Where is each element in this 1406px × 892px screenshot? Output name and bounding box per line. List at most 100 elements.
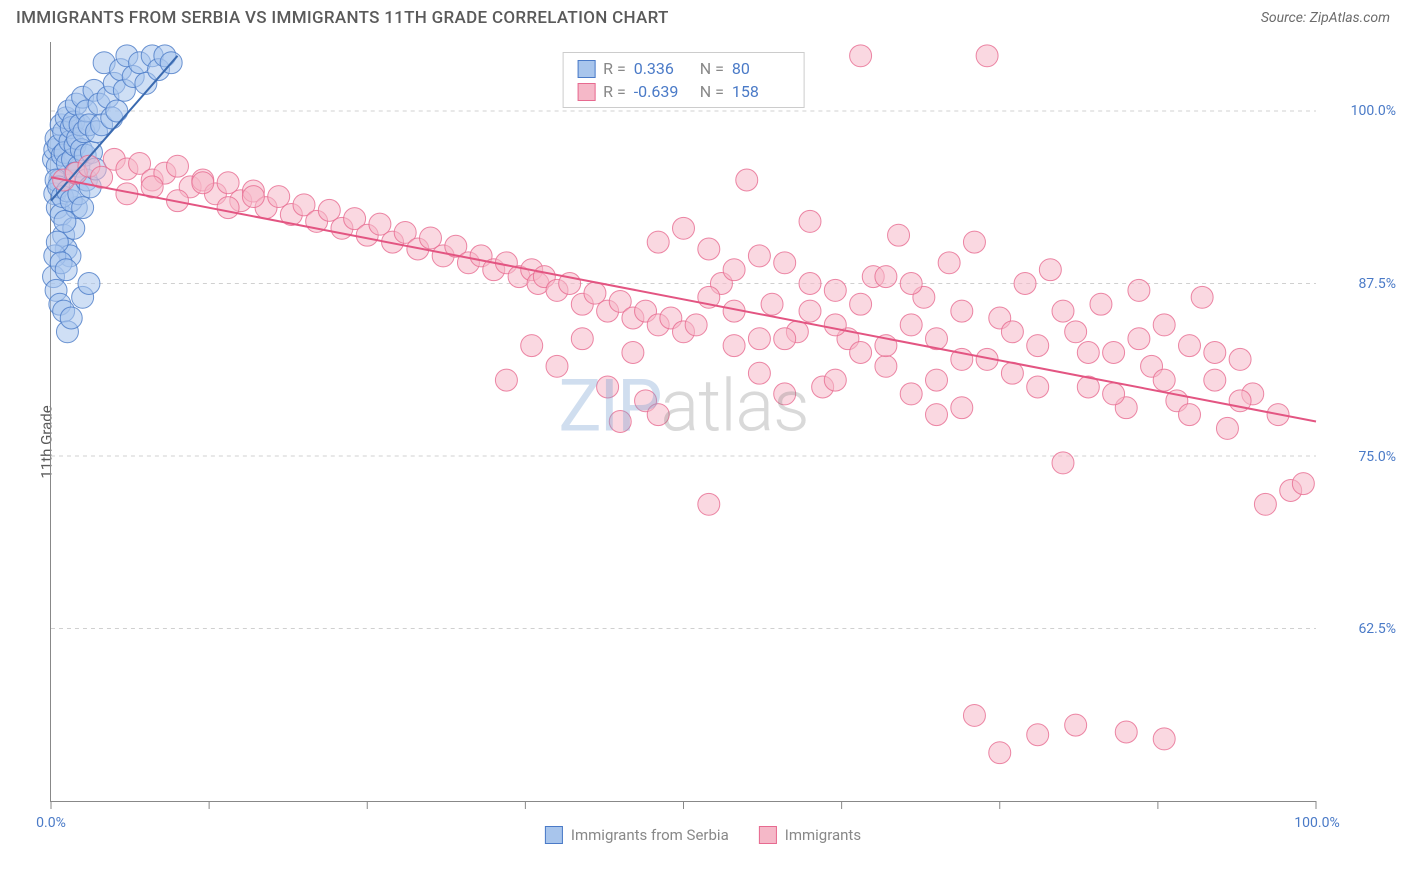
data-point xyxy=(698,238,720,260)
data-point xyxy=(673,217,695,239)
data-point xyxy=(1065,321,1087,343)
data-point xyxy=(963,704,985,726)
data-point xyxy=(571,328,593,350)
data-point xyxy=(774,252,796,274)
data-point xyxy=(1077,342,1099,364)
n-label: N = xyxy=(700,59,724,78)
data-point xyxy=(1204,369,1226,391)
y-tick-label: 75.0% xyxy=(1326,449,1396,465)
data-point xyxy=(647,404,669,426)
data-point xyxy=(976,45,998,67)
data-point xyxy=(1153,314,1175,336)
data-point xyxy=(1090,293,1112,315)
data-point xyxy=(799,273,821,295)
data-point xyxy=(622,342,644,364)
x-tick-label: 100.0% xyxy=(1294,815,1339,831)
data-point xyxy=(167,155,189,177)
data-point xyxy=(888,224,910,246)
y-tick-label: 87.5% xyxy=(1326,276,1396,292)
data-point xyxy=(1001,321,1023,343)
data-point xyxy=(938,252,960,274)
data-point xyxy=(1292,473,1314,495)
legend-label-2: Immigrants xyxy=(785,826,861,844)
source-label: Source: ZipAtlas.com xyxy=(1261,10,1390,26)
data-point xyxy=(1128,279,1150,301)
data-point xyxy=(1179,404,1201,426)
data-point xyxy=(1115,721,1137,743)
data-point xyxy=(1229,348,1251,370)
data-point xyxy=(597,376,619,398)
data-point xyxy=(799,210,821,232)
data-point xyxy=(546,355,568,377)
data-point xyxy=(647,231,669,253)
data-point xyxy=(1039,259,1061,281)
data-point xyxy=(242,186,264,208)
data-point xyxy=(875,355,897,377)
data-point xyxy=(1052,452,1074,474)
scatter-plot-svg xyxy=(51,42,1316,801)
legend-label-1: Immigrants from Serbia xyxy=(571,826,729,844)
stats-box: R = 0.336 N = 80 R = -0.639 N = 158 xyxy=(562,52,805,108)
data-point xyxy=(761,293,783,315)
data-point xyxy=(1179,335,1201,357)
n-value-2: 158 xyxy=(732,82,790,101)
plot-area: ZIPatlas R = 0.336 N = 80 R = -0.639 N =… xyxy=(50,42,1316,802)
data-point xyxy=(1128,328,1150,350)
data-point xyxy=(495,369,517,391)
data-point xyxy=(748,362,770,384)
data-point xyxy=(875,266,897,288)
r-value-1: 0.336 xyxy=(634,59,692,78)
n-label: N = xyxy=(700,82,724,101)
data-point xyxy=(723,259,745,281)
data-point xyxy=(951,300,973,322)
y-tick-label: 100.0% xyxy=(1326,103,1396,119)
data-point xyxy=(60,307,82,329)
data-point xyxy=(748,245,770,267)
data-point xyxy=(217,197,239,219)
data-point xyxy=(1065,714,1087,736)
title-bar: IMMIGRANTS FROM SERBIA VS IMMIGRANTS 11T… xyxy=(0,0,1406,32)
data-point xyxy=(850,45,872,67)
data-point xyxy=(824,314,846,336)
r-label: R = xyxy=(603,59,626,78)
data-point xyxy=(55,259,77,281)
r-value-2: -0.639 xyxy=(634,82,692,101)
data-point xyxy=(1103,383,1125,405)
data-point xyxy=(1103,342,1125,364)
data-point xyxy=(1153,369,1175,391)
data-point xyxy=(951,397,973,419)
data-point xyxy=(799,300,821,322)
data-point xyxy=(1052,300,1074,322)
data-point xyxy=(1216,417,1238,439)
r-label: R = xyxy=(603,82,626,101)
data-point xyxy=(1027,335,1049,357)
swatch-series2 xyxy=(577,83,595,101)
legend-swatch-2 xyxy=(759,826,777,844)
data-point xyxy=(609,411,631,433)
data-point xyxy=(54,210,76,232)
data-point xyxy=(900,273,922,295)
stats-row-series2: R = -0.639 N = 158 xyxy=(577,82,790,101)
data-point xyxy=(1027,724,1049,746)
data-point xyxy=(192,172,214,194)
data-point xyxy=(900,314,922,336)
data-point xyxy=(963,231,985,253)
data-point xyxy=(685,314,707,336)
data-point xyxy=(106,100,128,122)
data-point xyxy=(850,293,872,315)
data-point xyxy=(736,169,758,191)
data-point xyxy=(1027,376,1049,398)
y-tick-label: 62.5% xyxy=(1326,621,1396,637)
data-point xyxy=(521,335,543,357)
data-point xyxy=(78,273,100,295)
data-point xyxy=(72,197,94,219)
data-point xyxy=(926,404,948,426)
legend-item-2: Immigrants xyxy=(759,826,861,844)
data-point xyxy=(46,231,68,253)
data-point xyxy=(900,383,922,405)
chart-container: 11th Grade ZIPatlas R = 0.336 N = 80 R =… xyxy=(0,32,1406,852)
data-point xyxy=(926,369,948,391)
data-point xyxy=(850,342,872,364)
data-point xyxy=(1153,728,1175,750)
data-point xyxy=(1014,273,1036,295)
